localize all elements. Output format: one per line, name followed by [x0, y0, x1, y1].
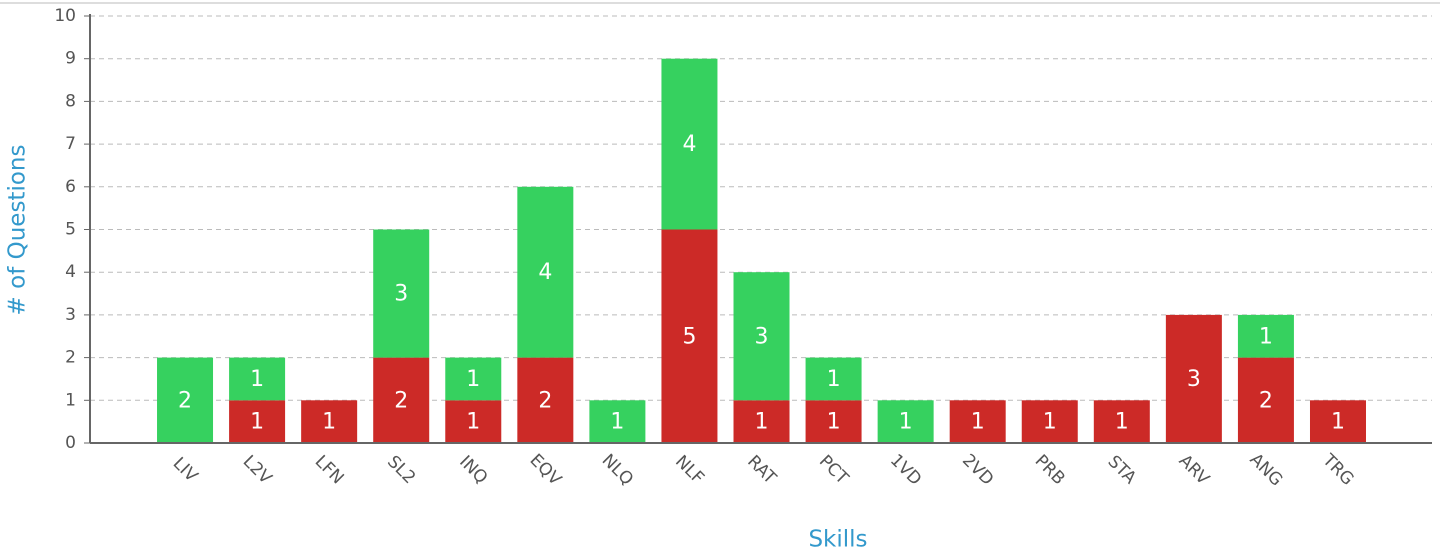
data-label: 1: [250, 410, 264, 435]
data-label: 1: [1115, 410, 1129, 435]
y-tick-label: 9: [65, 49, 76, 69]
x-tick-label: EQV: [526, 450, 566, 490]
bar-segment: [877, 400, 934, 443]
data-label: 1: [1259, 324, 1273, 349]
x-tick-label: ARV: [1175, 451, 1214, 490]
y-tick-label: 5: [65, 220, 76, 240]
data-label: 2: [394, 388, 408, 413]
bar-segment: [733, 272, 790, 401]
bar-segment: [373, 357, 430, 443]
data-label: 2: [1259, 388, 1273, 413]
y-axis-title: # of Questions: [5, 145, 31, 316]
x-tick-label: PRB: [1031, 451, 1069, 489]
data-label: 1: [827, 367, 841, 392]
x-tick-label: L2V: [239, 452, 276, 489]
data-label: 5: [682, 324, 696, 349]
x-tick-label: ANG: [1246, 450, 1287, 491]
x-tick-label: LFN: [311, 452, 348, 489]
data-label: 1: [250, 367, 264, 392]
bar-segment: [949, 400, 1006, 443]
x-tick-label: 1VD: [886, 450, 925, 489]
y-tick-label: 4: [65, 262, 76, 282]
bar-segment: [445, 400, 502, 443]
bar-segment: [1237, 357, 1294, 443]
data-label: 1: [610, 410, 624, 435]
data-label: 1: [1043, 410, 1057, 435]
y-tick-label: 10: [54, 6, 76, 26]
bar-segment: [445, 357, 502, 401]
x-tick-label: NLQ: [598, 450, 637, 489]
x-tick-label: NLF: [671, 452, 708, 489]
x-axis-title: Skills: [808, 527, 867, 553]
y-tick-label: 6: [65, 177, 76, 197]
data-label: 1: [322, 410, 336, 435]
bar-segment: [229, 357, 286, 401]
y-tick-label: 7: [65, 134, 76, 154]
data-label: 3: [755, 324, 769, 349]
data-label: 4: [682, 132, 696, 157]
x-tick-label: INQ: [455, 452, 491, 488]
bar-segment: [1021, 400, 1078, 443]
x-tick-label: RAT: [743, 452, 780, 489]
y-tick-label: 3: [65, 305, 76, 325]
data-label: 2: [178, 388, 192, 413]
data-label: 1: [466, 367, 480, 392]
bar-segment: [373, 229, 430, 358]
y-tick-label: 8: [65, 91, 76, 111]
data-label: 2: [538, 388, 552, 413]
bar-segment: [517, 357, 574, 443]
data-label: 1: [899, 410, 913, 435]
data-label: 1: [971, 410, 985, 435]
bar-segment: [157, 357, 214, 443]
data-label: 4: [538, 260, 552, 285]
bar-segment: [1165, 314, 1222, 443]
data-label: 1: [466, 410, 480, 435]
data-label: 3: [1187, 367, 1201, 392]
y-tick-label: 2: [65, 348, 76, 368]
x-tick-label: 2VD: [958, 450, 997, 489]
data-label: 1: [1331, 410, 1345, 435]
bar-segment: [1237, 314, 1294, 358]
data-label: 1: [827, 410, 841, 435]
x-tick-label: STA: [1104, 452, 1141, 489]
y-tick-label: 1: [65, 390, 76, 410]
bar-segment: [733, 400, 790, 443]
bar-segment: [589, 400, 646, 443]
bar-segment: [517, 186, 574, 358]
x-tick-label: PCT: [815, 451, 853, 489]
bar-segment: [805, 357, 862, 401]
bar-segment: [805, 400, 862, 443]
x-tick-label: TRG: [1318, 450, 1358, 490]
bar-segment: [661, 229, 718, 443]
bar-segment: [229, 400, 286, 443]
x-tick-label: LIV: [169, 454, 202, 487]
bar-segment: [301, 400, 358, 443]
bar-segment: [1309, 400, 1366, 443]
y-tick-label: 0: [65, 433, 76, 453]
data-label: 3: [394, 282, 408, 307]
bar-segment: [661, 58, 718, 230]
bar-segment: [1093, 400, 1150, 443]
data-label: 1: [755, 410, 769, 435]
x-tick-label: SL2: [383, 452, 419, 488]
